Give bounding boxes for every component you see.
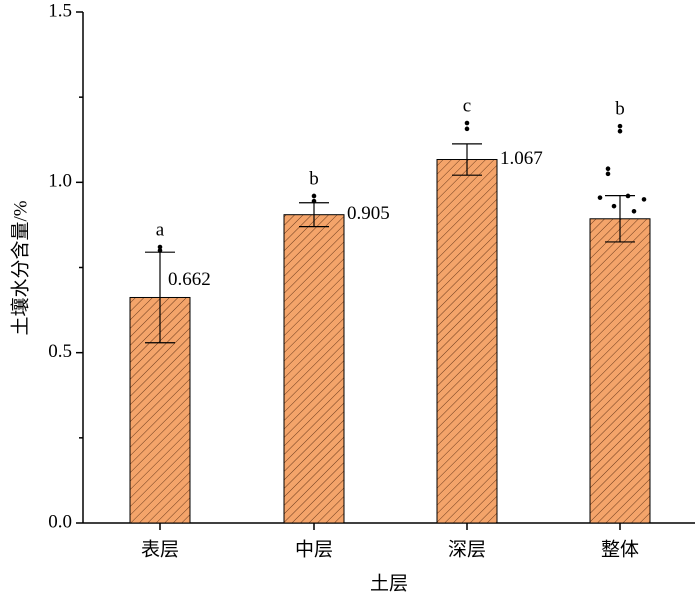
outlier-dot [605, 166, 611, 172]
x-axis-title: 土层 [370, 572, 408, 594]
outlier-dot [464, 126, 470, 132]
outlier-dot [605, 171, 611, 177]
x-tick-label: 整体 [601, 538, 639, 560]
bar [436, 159, 498, 524]
outlier-dot [597, 195, 603, 200]
y-axis-title: 土壤水分含量/% [9, 200, 31, 335]
outlier-dot [311, 193, 317, 199]
y-tick-label: 0.5 [48, 341, 72, 362]
y-tick-label: 1.5 [48, 0, 72, 21]
value-label: 0.905 [347, 203, 390, 224]
significance-letter: a [156, 219, 165, 240]
y-tick-label: 0.0 [48, 511, 72, 532]
outlier-dot [157, 244, 163, 250]
bar [589, 218, 651, 524]
outlier-dot [641, 197, 647, 202]
significance-letter: c [463, 95, 471, 116]
value-label: 0.662 [168, 269, 211, 290]
y-tick-label: 1.0 [48, 171, 72, 192]
value-label: 1.067 [500, 148, 543, 169]
outlier-dot [611, 203, 617, 209]
outlier-dot [157, 248, 163, 253]
bar [283, 214, 345, 524]
x-tick-label: 深层 [448, 538, 486, 560]
outlier-dot [625, 193, 631, 199]
significance-letter: b [309, 168, 319, 189]
outlier-dot [617, 123, 623, 129]
significance-letter: b [615, 98, 625, 119]
x-tick-label: 中层 [295, 538, 333, 560]
x-tick-label: 表层 [141, 538, 179, 560]
outlier-dot [631, 208, 637, 214]
outlier-dot [464, 120, 470, 126]
outlier-dot [311, 198, 317, 204]
outlier-dot [617, 128, 623, 134]
